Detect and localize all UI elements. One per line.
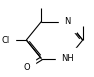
Text: O: O (23, 63, 30, 72)
Text: Cl: Cl (2, 36, 10, 45)
Text: N: N (64, 17, 71, 26)
Text: NH: NH (61, 54, 74, 63)
